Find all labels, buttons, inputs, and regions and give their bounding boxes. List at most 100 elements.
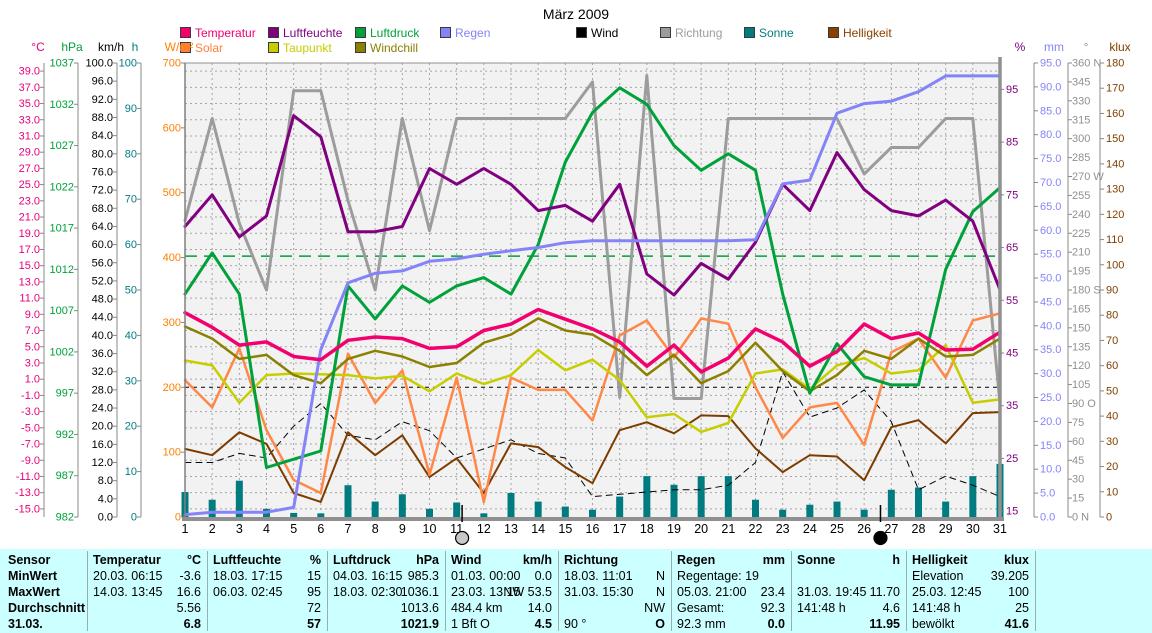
axis-tick-label-klux: 150 [1106, 133, 1124, 145]
axis-tick-label-mm: 60.0 [1040, 225, 1061, 237]
table-cell-info: 01.03. 00:00 [451, 569, 521, 583]
table-col-unit: klux [1003, 553, 1029, 567]
x-axis-day-label: 6 [317, 522, 324, 536]
axis-tick-label-mm: 40.0 [1040, 320, 1061, 332]
new-moon-icon [873, 530, 888, 546]
axis-tick-label-kmh: 48.0 [92, 294, 113, 306]
axis-tick-label-kmh: 0.0 [98, 512, 113, 524]
axis-tick-label-kmh: 20.0 [92, 421, 113, 433]
table-cell-info: 04.03. 16:15 [333, 569, 403, 583]
x-axis-day-label: 21 [721, 522, 735, 536]
axis-tick-label-: 195 [1072, 266, 1090, 278]
axis-tick-label-: 90 O [1072, 398, 1096, 410]
axis-tick-label-kmh: 84.0 [92, 130, 113, 142]
x-axis-day-label: 23 [776, 522, 790, 536]
table-divider [87, 551, 88, 631]
axis-tick-label-: 15 [1006, 506, 1018, 518]
series-sonne-bar [616, 496, 624, 517]
table-cell-info: bewölkt [912, 617, 955, 631]
axis-tick-label-: 95 [1006, 84, 1018, 96]
table-col-header: Temperatur [93, 553, 161, 567]
table-cell-value: 41.6 [1004, 617, 1029, 631]
axis-tick-label-klux: 180 [1106, 58, 1124, 70]
series-luftdruck-line [183, 86, 1002, 469]
full-moon-icon [455, 530, 470, 546]
axis-tick-label-klux: 30 [1106, 436, 1118, 448]
table-divider [207, 551, 208, 631]
series-sonne-bar [969, 476, 977, 517]
table-col-unit: km/h [522, 553, 552, 567]
series-sonne-bar [208, 499, 216, 517]
table-cell-info: 484.4 km [451, 601, 503, 615]
legend-label: Regen [455, 26, 491, 40]
axis-tick-label-C: 13.0 [19, 276, 40, 288]
axis-tick-label-hPa: 1032 [50, 99, 74, 111]
legend-label: Sonne [759, 26, 794, 40]
axis-tick-label-kmh: 24.0 [92, 403, 113, 415]
axis-tick-label-hPa: 997 [56, 388, 74, 400]
axis-tick-label-: 345 [1072, 76, 1090, 88]
axis-tick-label-klux: 160 [1106, 108, 1124, 120]
axis-tick-label-kmh: 12.0 [92, 457, 113, 469]
x-axis-day-label: 7 [345, 522, 352, 536]
axis-tick-label-C: 21.0 [19, 212, 40, 224]
legend-label: Luftfeuchte [283, 26, 343, 40]
table-row-label: Sensor [8, 553, 51, 567]
x-axis-day-label: 1 [182, 522, 189, 536]
axis-tick-label-Wm: 700 [163, 58, 181, 70]
axis-tick-label-: 45 [1072, 455, 1084, 467]
axis-tick-label-: 85 [1006, 137, 1018, 149]
axis-tick-label-hPa: 1017 [50, 223, 74, 235]
legend-swatch-icon [180, 42, 191, 53]
series-wind-line [184, 371, 1001, 498]
x-axis-day-label: 17 [613, 522, 627, 536]
x-axis-day-label: 13 [504, 522, 518, 536]
axis-tick-label-h: 20 [125, 421, 137, 433]
table-cell-value: 25 [1015, 601, 1029, 615]
series-sonne-bar [915, 487, 922, 517]
table-row-label: MaxWert [8, 585, 60, 599]
x-axis-day-label: 20 [694, 522, 708, 536]
axis-tick-label-: 65 [1006, 242, 1018, 254]
series-solar-line [183, 312, 1002, 504]
axis-tick-label-hPa: 1012 [50, 264, 74, 276]
table-cell-info: 31.03. 15:30 [564, 585, 634, 599]
axis-tick-label-kmh: 68.0 [92, 203, 113, 215]
axis-tick-label-klux: 120 [1106, 209, 1124, 221]
axis-tick-label-klux: 0 [1106, 512, 1112, 524]
legend-label: Temperatur [195, 26, 256, 40]
axis-tick-label-kmh: 4.0 [98, 493, 113, 505]
legend-swatch-icon [440, 27, 451, 38]
series-sonne-bar [398, 494, 406, 517]
series-sonne-bar [235, 480, 243, 517]
table-cell-value: NW [644, 601, 665, 615]
x-axis-day-label: 10 [423, 522, 437, 536]
axis-tick-label-C: 9.0 [25, 309, 40, 321]
axis-unit-label: mm [1044, 40, 1064, 54]
axis-tick-label-h: 90 [125, 103, 137, 115]
axis-tick-label-C: 37.0 [19, 82, 40, 94]
axis-tick-label-: 45 [1006, 348, 1018, 360]
axis-tick-label-Wm: 600 [163, 122, 181, 134]
legend-swatch-icon [828, 27, 839, 38]
series-sonne-bar [697, 476, 705, 517]
table-row-label: Durchschnitt [8, 601, 86, 615]
x-axis-day-label: 4 [263, 522, 270, 536]
axis-tick-label-: 30 [1072, 474, 1084, 486]
x-axis-day-label: 2 [209, 522, 216, 536]
axis-tick-label-kmh: 32.0 [92, 366, 113, 378]
axis-tick-label-klux: 20 [1106, 461, 1118, 473]
axis-tick-label-C: 25.0 [19, 179, 40, 191]
axis-tick-label-h: 0 [131, 512, 137, 524]
axis-tick-label-mm: 5.0 [1040, 488, 1055, 500]
axis-tick-label-: 120 [1072, 360, 1090, 372]
axis-tick-label-C: 1.0 [25, 374, 40, 386]
axis-tick-label-: 285 [1072, 152, 1090, 164]
table-cell-info: 31.03. 19:45 [797, 585, 867, 599]
series-regen-line [183, 74, 1002, 517]
legend-item-regen: Regen [440, 26, 491, 40]
series-temperatur-line [183, 307, 1002, 374]
legend-item-solar: Solar [180, 41, 223, 55]
axis-unit-label: % [1015, 40, 1026, 54]
